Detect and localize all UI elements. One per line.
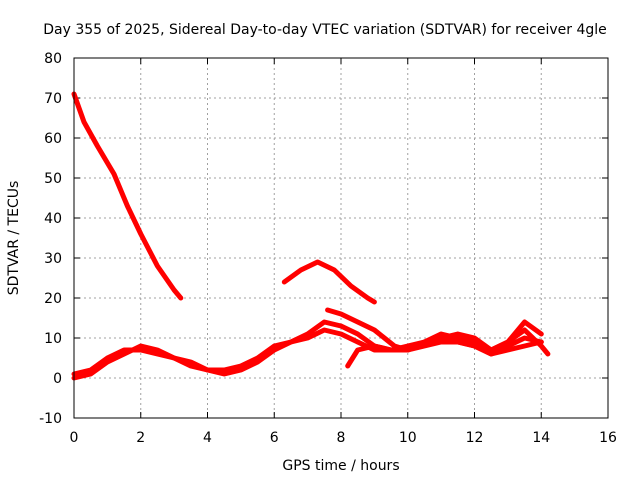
y-tick-label: 30 [44, 251, 62, 267]
x-axis-title: GPS time / hours [282, 458, 399, 474]
y-tick-labels: -10 0 10 20 30 40 50 60 70 80 [39, 51, 62, 427]
chart-title: Day 355 of 2025, Sidereal Day-to-day VTE… [43, 22, 607, 38]
y-tick-label: -10 [39, 411, 62, 427]
y-tick-label: 60 [44, 131, 62, 147]
plot-frame [73, 57, 609, 419]
y-tick-label: 80 [44, 51, 62, 67]
x-tick-label: 14 [532, 430, 550, 446]
x-tick-label: 16 [599, 430, 617, 446]
y-tick-label: 20 [44, 291, 62, 307]
y-tick-label: 0 [53, 371, 62, 387]
x-tick-label: 2 [136, 430, 145, 446]
x-tick-label: 4 [203, 430, 212, 446]
data-series [71, 91, 551, 381]
y-axis-title: SDTVAR / TECUs [6, 181, 22, 296]
y-tick-label: 70 [44, 91, 62, 107]
y-tick-label: 10 [44, 331, 62, 347]
x-tick-label: 0 [70, 430, 79, 446]
y-tick-label: 50 [44, 171, 62, 187]
x-tick-labels: 0 2 4 6 8 10 12 14 16 [70, 430, 617, 446]
series-line-trace-4 [281, 259, 377, 305]
grid-lines [74, 58, 608, 418]
y-tick-label: 40 [44, 211, 62, 227]
x-tick-label: 10 [399, 430, 417, 446]
x-tick-label: 8 [337, 430, 346, 446]
x-tick-label: 6 [270, 430, 279, 446]
x-tick-label: 12 [466, 430, 484, 446]
series-line-trace-3 [71, 319, 551, 381]
series-line-trace-1 [71, 91, 184, 301]
series-line-trace-6 [345, 339, 544, 369]
